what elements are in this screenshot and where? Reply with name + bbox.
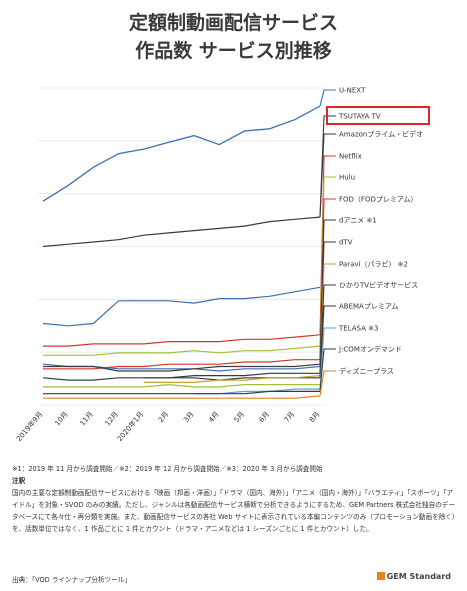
source-credit: 出典：「VOD ラインナップ分析ツール」 xyxy=(12,576,131,584)
x-tick-label: 12月 xyxy=(104,410,120,427)
series-line-0 xyxy=(42,286,321,327)
x-tick-label: 8月 xyxy=(308,410,322,424)
footnotes: ※1：2019 年 11 月から調査開始／※2：2019 年 12 月から調査開… xyxy=(12,463,457,535)
chart-title-line1: 定額制動画配信サービス xyxy=(128,12,338,34)
chart-title-line2: 作品数 サービス別推移 xyxy=(135,40,332,62)
x-tick-label: 2020年1月 xyxy=(115,410,145,444)
connector-line xyxy=(319,284,336,374)
connector-line xyxy=(319,370,336,396)
legend-label: J:COMオンデマンド xyxy=(338,345,402,354)
x-tick-label: 7月 xyxy=(283,410,297,424)
legend-label: Paravi（パラビ） ※2 xyxy=(339,260,408,269)
series-line-1 xyxy=(42,216,321,248)
series-line-6 xyxy=(43,363,321,372)
legend-label: ABEMAプレミアム xyxy=(339,303,398,311)
legend-label: Hulu xyxy=(339,174,355,182)
legend-label: FOD（FODプレミアム） xyxy=(339,196,417,204)
legend-label: dアニメ ※1 xyxy=(339,217,377,225)
connector-line xyxy=(319,89,336,107)
x-tick-label: 10月 xyxy=(53,410,69,427)
legend-label: TSUTAYA TV xyxy=(338,113,381,121)
notes-body: 国内の主要な定額制動画配信サービスにおける「映画（邦画・洋画）」「ドラマ（国内、… xyxy=(12,489,456,533)
highlight-box xyxy=(326,106,430,125)
legend-label: TELASA ※3 xyxy=(338,325,378,333)
line-chart: U-NEXT TSUTAYA TV Amazonプライム・ビデオ Netflix Hul… xyxy=(14,87,430,444)
series-line-3 xyxy=(43,345,321,356)
series-line-7 xyxy=(143,372,320,379)
logo-mark-icon xyxy=(376,572,385,580)
notes-heading: 注釈 xyxy=(12,477,26,485)
legend: U-NEXT TSUTAYA TV Amazonプライム・ビデオ Netflix Hul… xyxy=(338,87,423,376)
x-tick-label: 2月 xyxy=(157,410,171,424)
connector-line xyxy=(319,305,336,378)
connector-line xyxy=(319,327,336,390)
x-tick-label: 3月 xyxy=(182,410,196,424)
survey-footnote: ※1：2019 年 11 月から調査開始／※2：2019 年 12 月から調査開… xyxy=(12,465,323,473)
x-tick-label: 2019年9月 xyxy=(14,410,44,444)
series-line-2 xyxy=(43,334,321,347)
x-tick-label: 6月 xyxy=(258,410,272,424)
connector-line xyxy=(319,348,336,392)
series-lines xyxy=(42,105,321,399)
gridlines xyxy=(38,87,325,406)
series-line-12 xyxy=(43,390,320,395)
series-line-u-next xyxy=(42,105,321,202)
connector-line xyxy=(319,133,336,218)
gem-standard-logo: GEM Standard xyxy=(376,572,451,581)
x-tick-label: 11月 xyxy=(79,410,95,427)
series-line-5 xyxy=(43,359,320,370)
legend-label: Netflix xyxy=(339,153,362,161)
legend-connectors xyxy=(319,89,336,396)
x-tick-label: 4月 xyxy=(207,410,221,424)
legend-label: dTV xyxy=(339,239,353,247)
legend-label: ディズニープラス xyxy=(339,367,394,376)
series-line-9 xyxy=(143,375,321,383)
legend-label: ひかりTVビデオサービス xyxy=(339,281,418,290)
legend-label: Amazonプライム・ビデオ xyxy=(339,130,423,139)
x-tick-label: 5月 xyxy=(232,410,246,424)
series-line-10 xyxy=(43,383,320,388)
logo-text: GEM Standard xyxy=(386,572,451,581)
legend-label: U-NEXT xyxy=(339,87,366,95)
series-line-13 xyxy=(43,395,321,399)
